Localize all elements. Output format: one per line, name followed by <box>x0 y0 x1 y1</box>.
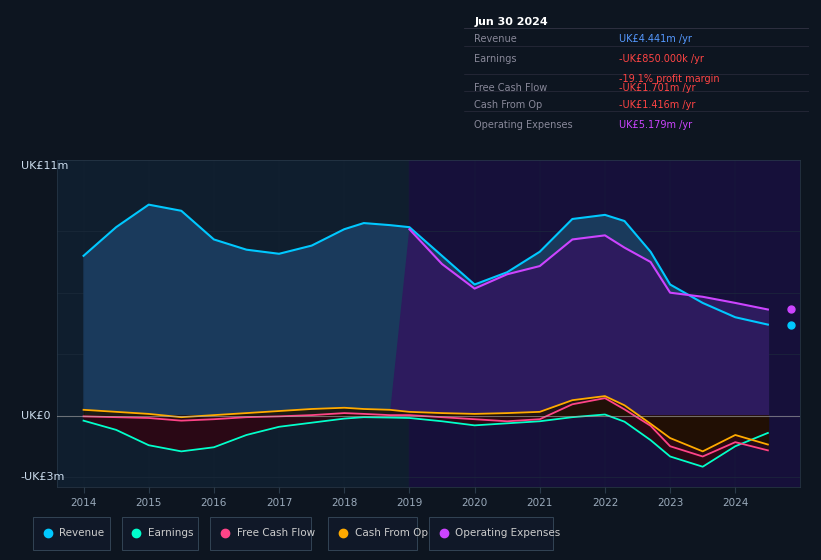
FancyBboxPatch shape <box>429 517 553 550</box>
Text: -19.1% profit margin: -19.1% profit margin <box>619 74 720 84</box>
Text: Revenue: Revenue <box>475 34 517 44</box>
Text: UK£4.441m /yr: UK£4.441m /yr <box>619 34 692 44</box>
Text: Operating Expenses: Operating Expenses <box>456 529 561 538</box>
FancyBboxPatch shape <box>33 517 110 550</box>
FancyBboxPatch shape <box>210 517 310 550</box>
Text: Cash From Op: Cash From Op <box>475 100 543 110</box>
Text: Earnings: Earnings <box>148 529 194 538</box>
Text: Operating Expenses: Operating Expenses <box>475 120 573 130</box>
Text: -UK£3m: -UK£3m <box>21 472 65 482</box>
Text: Free Cash Flow: Free Cash Flow <box>475 83 548 92</box>
Text: Cash From Op: Cash From Op <box>355 529 428 538</box>
Bar <box>57 160 410 487</box>
Text: UK£0: UK£0 <box>21 410 50 421</box>
Text: Free Cash Flow: Free Cash Flow <box>236 529 315 538</box>
Text: Jun 30 2024: Jun 30 2024 <box>475 17 548 27</box>
Text: Earnings: Earnings <box>475 54 516 64</box>
Text: UK£5.179m /yr: UK£5.179m /yr <box>619 120 692 130</box>
Text: UK£11m: UK£11m <box>21 161 68 171</box>
FancyBboxPatch shape <box>122 517 199 550</box>
Bar <box>410 160 800 487</box>
Text: -UK£850.000k /yr: -UK£850.000k /yr <box>619 54 704 64</box>
Text: -UK£1.416m /yr: -UK£1.416m /yr <box>619 100 695 110</box>
Text: -UK£1.701m /yr: -UK£1.701m /yr <box>619 83 695 92</box>
FancyBboxPatch shape <box>328 517 417 550</box>
Text: Revenue: Revenue <box>59 529 104 538</box>
